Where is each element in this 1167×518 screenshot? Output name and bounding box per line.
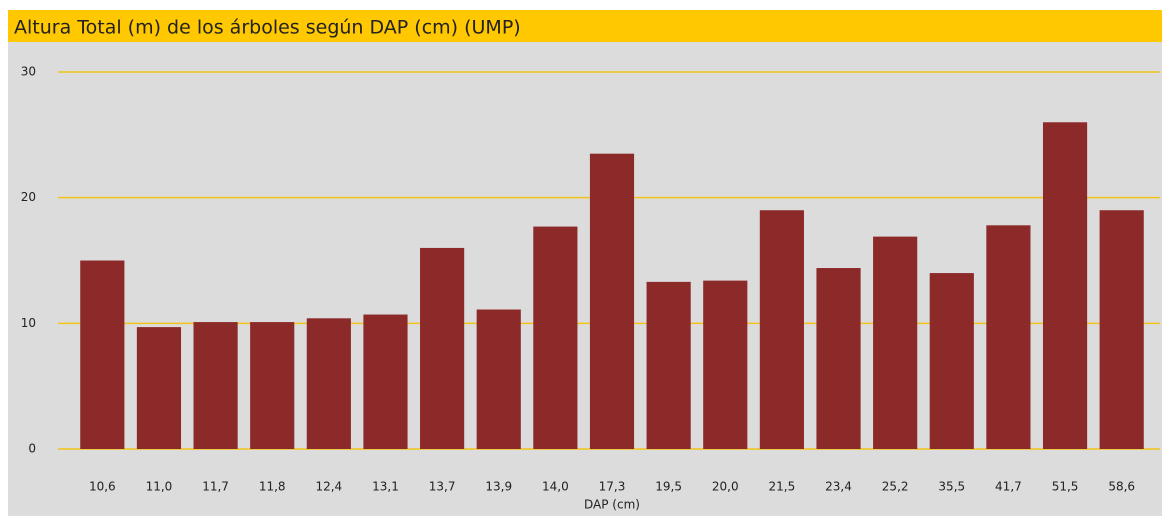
bar [363,314,408,449]
bar [873,236,918,449]
bar [986,225,1031,449]
bar [420,247,465,449]
x-tick-label: 12,4 [315,480,342,494]
x-tick-label: 13,7 [429,480,456,494]
y-tick-label: 30 [21,65,36,79]
x-tick-label: 51,5 [1052,480,1079,494]
y-tick-label: 0 [28,442,36,456]
bar [646,281,691,449]
bar [1099,210,1144,449]
x-tick-label: 11,7 [202,480,229,494]
x-tick-label: 17,3 [599,480,626,494]
bar [929,273,974,449]
x-tick-label: 13,1 [372,480,399,494]
x-tick-label: 35,5 [938,480,965,494]
bar [703,280,748,449]
bar [193,322,238,449]
bar [476,309,521,449]
x-axis-label: DAP (cm) [584,498,640,512]
x-tick-label: 25,2 [882,480,909,494]
x-tick-label: 23,4 [825,480,852,494]
chart-title: Altura Total (m) de los árboles según DA… [14,17,521,39]
x-tick-label: 11,8 [259,480,286,494]
y-tick-label: 20 [21,190,36,204]
x-tick-label: 19,5 [655,480,682,494]
bar [1042,122,1088,450]
bar [80,260,125,449]
y-tick-label: 10 [21,316,36,330]
bar [533,226,578,449]
bar [759,210,804,449]
bar [306,318,351,449]
x-tick-label: 41,7 [995,480,1022,494]
x-tick-label: 10,6 [89,480,116,494]
title-bar [8,10,1162,42]
bar [816,268,861,449]
bar [250,322,295,449]
x-tick-label: 11,0 [146,480,173,494]
x-tick-label: 13,9 [485,480,512,494]
x-tick-label: 20,0 [712,480,739,494]
x-tick-label: 14,0 [542,480,569,494]
x-tick-label: 58,6 [1108,480,1135,494]
x-tick-label: 21,5 [769,480,796,494]
bar [589,153,635,449]
bar [136,327,182,449]
